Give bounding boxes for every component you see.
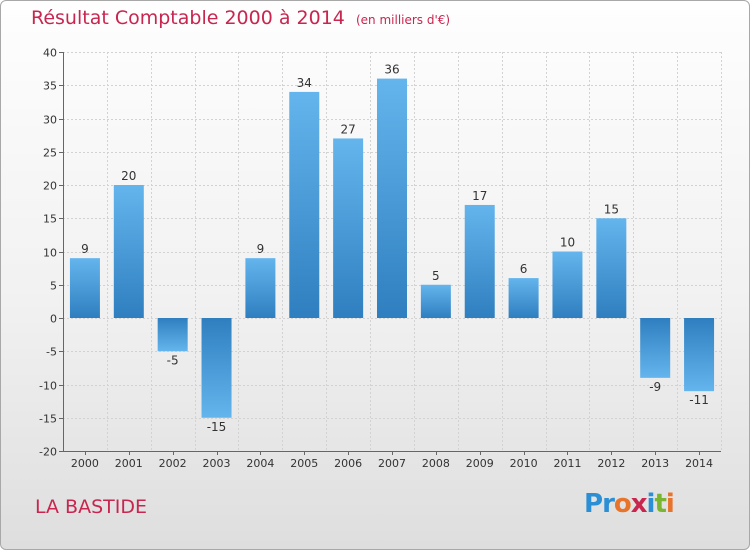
bar-2007 xyxy=(377,78,407,318)
y-tick-label: 40 xyxy=(43,47,57,60)
bars xyxy=(69,78,715,418)
x-tick-label: 2010 xyxy=(510,457,538,470)
bar-value-label: 17 xyxy=(472,189,487,203)
x-tick-label: 2002 xyxy=(159,457,187,470)
y-tick-label: 15 xyxy=(43,213,57,226)
commune-name: LA BASTIDE xyxy=(35,496,147,518)
bar-value-label: 6 xyxy=(520,262,528,276)
x-tick-label: 2011 xyxy=(553,457,581,470)
x-tick-label: 2009 xyxy=(466,457,494,470)
x-tick-label: 2008 xyxy=(422,457,450,470)
y-tick-label: 0 xyxy=(50,313,57,326)
bar-2005 xyxy=(289,91,320,319)
bar-value-label: -5 xyxy=(167,353,179,367)
chart-title: Résultat Comptable 2000 à 2014 (en milli… xyxy=(31,7,450,29)
logo-letter: i xyxy=(646,489,656,519)
bar-value-label: 34 xyxy=(297,76,312,90)
bar-2013 xyxy=(640,318,671,378)
proxiti-logo: Proxiti xyxy=(584,489,675,519)
y-tick-label: 35 xyxy=(43,80,57,93)
logo-letter: r xyxy=(602,489,615,519)
x-tick-label: 2004 xyxy=(246,457,274,470)
bar-value-label: 5 xyxy=(432,269,440,283)
bar-2000 xyxy=(69,258,100,318)
bar-2014 xyxy=(684,318,715,392)
logo-letter: i xyxy=(665,489,675,519)
x-tick-label: 2007 xyxy=(378,457,406,470)
x-tick-label: 2013 xyxy=(641,457,669,470)
bar-value-label: 36 xyxy=(384,63,399,77)
y-tick-label: 10 xyxy=(43,247,57,260)
bar-2004 xyxy=(245,258,276,318)
x-tick-label: 2005 xyxy=(290,457,318,470)
title-text: Résultat Comptable 2000 à 2014 xyxy=(31,7,345,29)
bar-value-label: -9 xyxy=(649,380,661,394)
y-tick-label: -20 xyxy=(39,446,57,459)
bar-2003 xyxy=(201,318,232,418)
x-tick-label: 2000 xyxy=(71,457,99,470)
x-tick-label: 2001 xyxy=(115,457,143,470)
bar-2009 xyxy=(464,204,495,318)
bar-labels: 9 20 -5 -15 9 34 27 36 5 17 6 10 15 -9 -11 xyxy=(81,63,709,434)
bar-value-label: 9 xyxy=(257,242,265,256)
y-tick-label: 20 xyxy=(43,180,57,193)
bar-2008 xyxy=(420,284,451,318)
bar-2012 xyxy=(596,218,627,318)
bar-2011 xyxy=(552,251,583,318)
y-tick-label: 25 xyxy=(43,147,57,160)
bar-2006 xyxy=(333,138,364,318)
y-tick-label: -10 xyxy=(39,380,57,393)
y-tick-label: 5 xyxy=(50,280,57,293)
bar-value-label: -11 xyxy=(689,393,709,407)
x-tick-label: 2006 xyxy=(334,457,362,470)
x-tick-label: 2012 xyxy=(597,457,625,470)
y-tick-label: -5 xyxy=(46,346,57,359)
bar-value-label: -15 xyxy=(207,420,227,434)
logo-letter: P xyxy=(584,489,603,519)
x-tick-label: 2014 xyxy=(685,457,713,470)
y-tick-label: -15 xyxy=(39,413,57,426)
bar-value-label: 15 xyxy=(604,202,619,216)
logo-letter: t xyxy=(654,489,666,519)
bar-2010 xyxy=(508,278,539,318)
logo-letter: x xyxy=(630,489,648,519)
y-tick-label: 30 xyxy=(43,114,57,127)
bar-2002 xyxy=(157,318,188,352)
bar-value-label: 10 xyxy=(560,236,575,250)
title-unit: (en milliers d'€) xyxy=(355,13,451,27)
bar-value-label: 9 xyxy=(81,242,89,256)
x-tick-label: 2003 xyxy=(203,457,231,470)
bar-2001 xyxy=(113,185,144,318)
bar-value-label: 27 xyxy=(340,122,355,136)
bar-value-label: 20 xyxy=(121,169,136,183)
logo-letter: o xyxy=(613,489,632,519)
axes: 40 35 30 25 20 15 10 5 0 -5 -10 -15 -20 2000 2001 2002 2… xyxy=(39,47,721,470)
